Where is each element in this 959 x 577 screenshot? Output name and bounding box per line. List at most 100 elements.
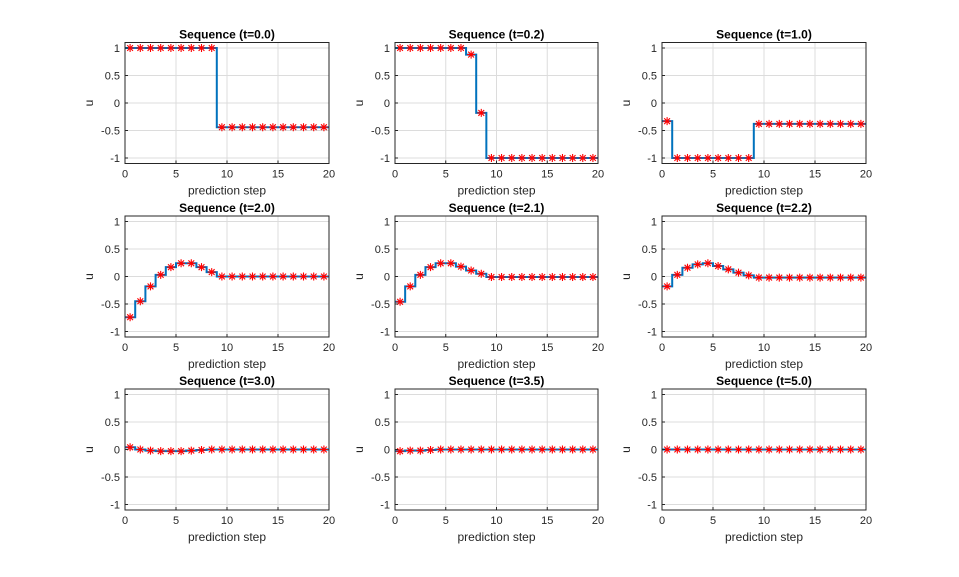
star-marker-glyph	[528, 445, 537, 454]
star-marker-glyph	[673, 154, 682, 162]
star-marker	[319, 272, 328, 281]
y-tick-label: -0.5	[638, 126, 657, 138]
x-tick-label: 5	[710, 169, 716, 181]
x-tick-label: 0	[122, 515, 128, 527]
x-tick-label: 15	[272, 342, 284, 354]
subplot-title: Sequence (t=5.0)	[716, 374, 812, 388]
star-marker	[765, 119, 774, 128]
subplot-title: Sequence (t=2.0)	[179, 201, 275, 215]
subplot-title: Sequence (t=2.1)	[449, 201, 545, 215]
star-marker	[456, 262, 465, 271]
x-tick-label: 10	[490, 342, 502, 354]
star-marker-glyph	[795, 119, 804, 128]
star-marker-glyph	[836, 273, 845, 282]
star-marker	[816, 273, 825, 282]
star-marker	[744, 271, 753, 280]
star-marker	[497, 154, 506, 162]
star-marker	[126, 44, 135, 52]
x-tick-label: 10	[758, 169, 770, 181]
star-marker	[426, 263, 435, 272]
subplot-9: 0 5 10 15 20 1 0.5 0 -0.5 -1 Sequence (t=5.0) predi…	[619, 374, 872, 544]
star-marker	[207, 268, 216, 277]
star-marker	[436, 445, 445, 454]
star-marker-glyph	[477, 445, 486, 454]
star-marker	[166, 44, 175, 52]
star-marker-glyph	[765, 119, 774, 128]
star-marker-glyph	[558, 154, 567, 162]
star-marker-glyph	[136, 44, 145, 52]
star-marker	[197, 446, 206, 455]
star-marker-glyph	[279, 445, 288, 454]
x-tick-label: 5	[443, 515, 449, 527]
x-tick-label: 0	[392, 515, 398, 527]
y-axis-label: u	[352, 100, 366, 107]
star-marker	[663, 117, 672, 126]
star-marker-glyph	[406, 446, 415, 455]
star-marker	[805, 273, 814, 282]
star-marker-glyph	[279, 123, 288, 132]
star-marker	[268, 272, 277, 281]
star-marker-glyph	[467, 445, 476, 454]
x-tick-label: 15	[272, 515, 284, 527]
star-marker	[126, 313, 135, 322]
star-marker	[446, 259, 455, 268]
x-tick-label: 10	[490, 169, 502, 181]
star-marker-glyph	[126, 313, 135, 322]
star-marker-glyph	[228, 272, 237, 281]
x-tick-label: 5	[173, 515, 179, 527]
star-marker	[816, 119, 825, 128]
y-tick-label: 1	[384, 217, 390, 229]
x-tick-label: 20	[860, 342, 872, 354]
star-marker	[528, 445, 537, 454]
star-marker-glyph	[446, 445, 455, 454]
star-marker-glyph	[248, 123, 257, 132]
star-marker	[775, 445, 784, 454]
star-marker-glyph	[588, 273, 597, 282]
star-marker	[156, 447, 165, 456]
star-marker	[734, 268, 743, 277]
star-marker-glyph	[207, 268, 216, 277]
star-marker	[734, 445, 743, 454]
star-marker-glyph	[136, 297, 145, 306]
star-marker-glyph	[703, 445, 712, 454]
star-marker-glyph	[703, 259, 712, 268]
star-marker-glyph	[126, 443, 135, 452]
star-marker	[846, 445, 855, 454]
star-marker	[558, 154, 567, 162]
x-axis-label: prediction step	[725, 530, 803, 544]
x-axis-label: prediction step	[725, 184, 803, 198]
x-tick-label: 20	[323, 342, 335, 354]
star-marker-glyph	[156, 44, 165, 52]
star-marker	[467, 266, 476, 275]
star-marker	[548, 154, 557, 162]
star-marker	[528, 273, 537, 282]
star-marker-glyph	[683, 445, 692, 454]
star-marker	[683, 445, 692, 454]
x-tick-label: 5	[443, 169, 449, 181]
star-marker	[568, 154, 577, 162]
star-marker	[507, 273, 516, 282]
star-marker-glyph	[724, 154, 733, 162]
star-marker	[826, 273, 835, 282]
y-tick-label: 0.5	[105, 244, 120, 256]
star-marker	[228, 123, 237, 132]
y-tick-label: 0.5	[642, 71, 657, 83]
star-marker-glyph	[578, 154, 587, 162]
star-marker-glyph	[507, 445, 516, 454]
star-marker	[856, 273, 865, 282]
y-tick-label: 0.5	[375, 244, 390, 256]
x-tick-label: 0	[659, 342, 665, 354]
x-tick-label: 20	[860, 169, 872, 181]
star-marker	[426, 446, 435, 455]
star-marker-glyph	[426, 446, 435, 455]
star-marker	[187, 259, 196, 268]
x-axis-label: prediction step	[725, 357, 803, 371]
star-marker	[578, 445, 587, 454]
star-marker-glyph	[309, 123, 318, 132]
star-marker-glyph	[187, 446, 196, 455]
star-marker	[136, 297, 145, 306]
subplot-title: Sequence (t=1.0)	[716, 28, 812, 42]
star-marker	[754, 273, 763, 282]
star-marker-glyph	[156, 447, 165, 456]
x-tick-label: 15	[541, 169, 553, 181]
